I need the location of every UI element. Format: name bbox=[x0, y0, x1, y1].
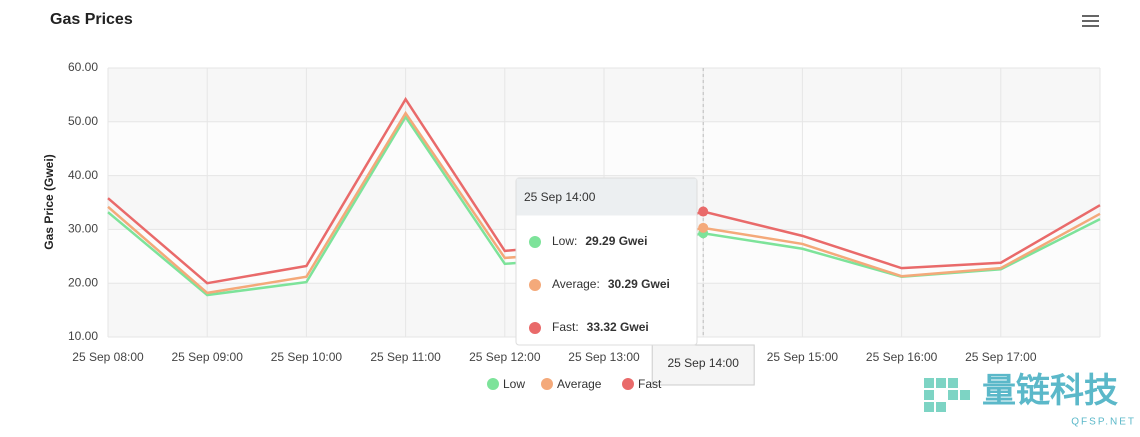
tooltip-row: Fast: 33.32 Gwei bbox=[552, 320, 649, 334]
tooltip-row: Low: 29.29 Gwei bbox=[552, 234, 647, 248]
x-tick-label: 25 Sep 08:00 bbox=[72, 350, 144, 364]
tooltip-dot bbox=[529, 279, 541, 291]
tooltip-value: 29.29 Gwei bbox=[585, 234, 647, 248]
tooltip-dot bbox=[529, 322, 541, 334]
tooltip-value: 33.32 Gwei bbox=[587, 320, 649, 334]
watermark: 量链科技 QFSP.NET bbox=[924, 372, 1136, 428]
watermark-icon bbox=[960, 390, 970, 400]
x-tick-label: 25 Sep 13:00 bbox=[568, 350, 640, 364]
tooltip-row: Average: 30.29 Gwei bbox=[552, 277, 670, 291]
y-tick-label: 50.00 bbox=[68, 114, 98, 128]
hover-marker bbox=[698, 222, 709, 233]
y-tick-label: 40.00 bbox=[68, 168, 98, 182]
tooltip-header bbox=[516, 178, 697, 216]
legend-item[interactable]: Fast bbox=[622, 377, 662, 391]
legend-item[interactable]: Low bbox=[487, 377, 525, 391]
watermark-icon bbox=[948, 378, 958, 388]
y-tick-label: 20.00 bbox=[68, 275, 98, 289]
watermark-icon bbox=[924, 378, 934, 388]
x-tick-label: 25 Sep 11:00 bbox=[370, 350, 441, 364]
menu-button[interactable] bbox=[1080, 14, 1100, 30]
legend-marker bbox=[622, 378, 634, 390]
watermark-icon bbox=[924, 402, 934, 412]
watermark-site: QFSP.NET bbox=[1071, 417, 1136, 428]
legend-label: Average bbox=[557, 377, 602, 391]
tooltip-title: 25 Sep 14:00 bbox=[524, 190, 596, 204]
tooltip-dot bbox=[529, 236, 541, 248]
x-tick-label: 25 Sep 16:00 bbox=[866, 350, 938, 364]
hover-marker bbox=[698, 206, 709, 217]
y-tick-label: 30.00 bbox=[68, 222, 98, 236]
x-tick-label: 25 Sep 17:00 bbox=[965, 350, 1037, 364]
watermark-icon bbox=[948, 390, 958, 400]
x-tick-label: 25 Sep 15:00 bbox=[767, 350, 839, 364]
chart-title: Gas Prices bbox=[50, 11, 133, 28]
legend-marker bbox=[487, 378, 499, 390]
y-tick-label: 10.00 bbox=[68, 329, 98, 343]
legend-label: Low bbox=[503, 377, 525, 391]
legend-label: Fast bbox=[638, 377, 662, 391]
legend-marker bbox=[541, 378, 553, 390]
watermark-name: 量链科技 bbox=[982, 372, 1118, 410]
y-tick-label: 60.00 bbox=[68, 60, 98, 74]
tooltip-label: Low: bbox=[552, 234, 577, 248]
x-tick-label: 25 Sep 12:00 bbox=[469, 350, 541, 364]
crosshair-label-box bbox=[651, 344, 755, 386]
crosshair-label: 25 Sep 14:00 bbox=[667, 356, 739, 370]
tooltip-box bbox=[515, 177, 698, 346]
y-axis-label: Gas Price (Gwei) bbox=[42, 154, 56, 249]
tooltip-label: Average: bbox=[552, 277, 600, 291]
watermark-icon bbox=[936, 378, 946, 388]
tooltip-label: Fast: bbox=[552, 320, 579, 334]
watermark-icon bbox=[924, 390, 934, 400]
watermark-icon bbox=[936, 402, 946, 412]
tooltip-value: 30.29 Gwei bbox=[608, 277, 670, 291]
legend-item[interactable]: Average bbox=[541, 377, 602, 391]
x-tick-label: 25 Sep 09:00 bbox=[171, 350, 243, 364]
x-tick-label: 25 Sep 10:00 bbox=[271, 350, 343, 364]
